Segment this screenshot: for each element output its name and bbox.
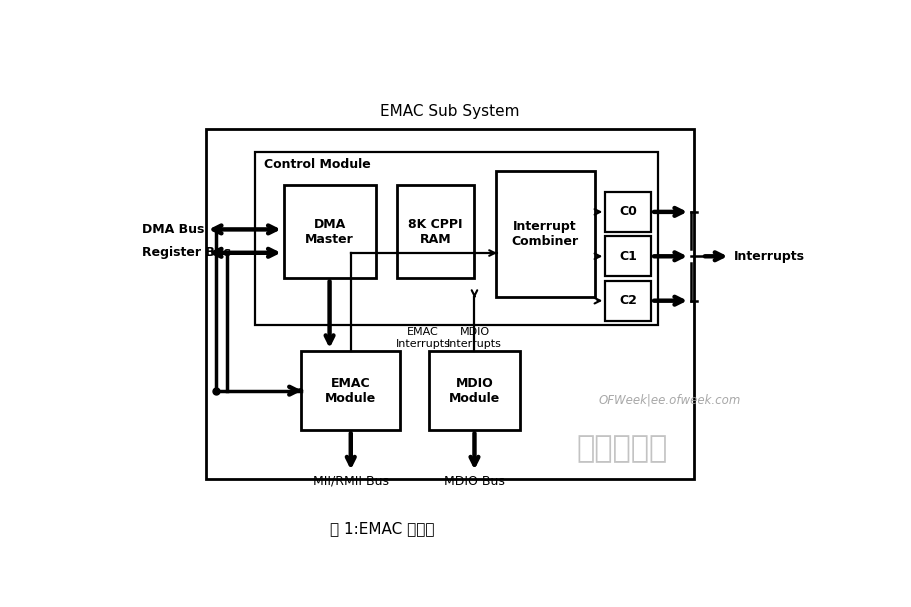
Text: DMA
Master: DMA Master <box>305 218 353 246</box>
Text: C2: C2 <box>619 294 637 307</box>
Text: MDIO Bus: MDIO Bus <box>444 475 505 488</box>
Text: OFWeek|ee.ofweek.com: OFWeek|ee.ofweek.com <box>598 393 740 407</box>
Bar <box>301 351 400 430</box>
Bar <box>496 171 594 297</box>
Text: DMA Bus: DMA Bus <box>142 223 204 236</box>
Text: Control Module: Control Module <box>263 158 370 171</box>
Text: 8K CPPI
RAM: 8K CPPI RAM <box>408 218 463 246</box>
Text: C1: C1 <box>619 250 637 263</box>
Bar <box>283 185 375 279</box>
Bar <box>396 185 474 279</box>
Text: Register Bus: Register Bus <box>142 246 231 259</box>
Text: 图 1:EMAC 子系统: 图 1:EMAC 子系统 <box>330 521 435 537</box>
Text: EMAC
Interrupts: EMAC Interrupts <box>395 327 450 348</box>
Text: C0: C0 <box>619 205 637 219</box>
Bar <box>605 281 650 320</box>
Text: EMAC
Module: EMAC Module <box>325 377 376 405</box>
Text: MII/RMII Bus: MII/RMII Bus <box>312 475 388 488</box>
Text: Interrupts: Interrupts <box>733 250 804 263</box>
Bar <box>206 129 692 480</box>
Text: MDIO
Interrupts: MDIO Interrupts <box>446 327 501 348</box>
Text: MDIO
Module: MDIO Module <box>448 377 499 405</box>
Text: Interrupt
Combiner: Interrupt Combiner <box>511 220 578 248</box>
Bar <box>428 351 520 430</box>
Bar <box>605 237 650 276</box>
Bar <box>255 152 658 325</box>
Bar <box>605 192 650 232</box>
Text: EMAC Sub System: EMAC Sub System <box>380 104 519 118</box>
Text: 电子工程网: 电子工程网 <box>577 435 668 464</box>
